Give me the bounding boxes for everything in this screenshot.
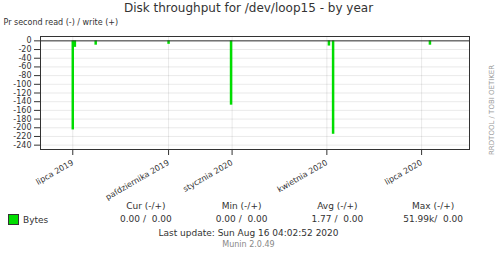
html-text:Last update: Sun Aug 16 04:02:: Last update: Sun Aug 16 04:02:52 2020 — [158, 228, 339, 238]
svg-text:0: 0 — [26, 36, 31, 45]
svg-text:-200: -200 — [13, 123, 31, 132]
svg-text:lipca 2020: lipca 2020 — [383, 158, 424, 187]
svg-text:-60: -60 — [18, 62, 31, 71]
svg-text:paſdziernika 2019: paſdziernika 2019 — [104, 158, 171, 201]
html-text:Cur (-/+): Cur (-/+) — [126, 201, 166, 211]
svg-text:kwietnia 2020: kwietnia 2020 — [276, 158, 329, 194]
svg-text:lipca 2019: lipca 2019 — [34, 158, 75, 187]
svg-text:-220: -220 — [13, 132, 31, 141]
html-text:Max (-/+): Max (-/+) — [412, 201, 455, 211]
svg-text:-40: -40 — [18, 54, 31, 63]
html-text:51.99k/ 0.00: 51.99k/ 0.00 — [403, 214, 463, 224]
html-text:Disk throughput for /dev/loop1: Disk throughput for /dev/loop15 - by yea… — [123, 1, 374, 15]
html-text:0.00 / 0.00: 0.00 / 0.00 — [120, 214, 172, 224]
html-text:1.77 / 0.00: 1.77 / 0.00 — [311, 214, 364, 224]
html-text:Bytes: Bytes — [23, 214, 49, 225]
svg-text:-120: -120 — [13, 89, 31, 98]
svg-text:-80: -80 — [18, 71, 31, 80]
svg-text:-180: -180 — [13, 115, 31, 124]
svg-text:-240: -240 — [13, 141, 31, 150]
html-text:Avg (-/+): Avg (-/+) — [317, 201, 358, 211]
svg-text:-100: -100 — [13, 80, 31, 89]
svg-text:Pr second read (-) / write (+): Pr second read (-) / write (+) — [4, 18, 119, 27]
svg-text:-20: -20 — [18, 45, 31, 54]
html-text:Munin 2.0.49: Munin 2.0.49 — [222, 240, 275, 249]
svg-text:-160: -160 — [13, 106, 31, 115]
svg-text:-140: -140 — [13, 97, 31, 106]
html-text:0.00 / 0.00: 0.00 / 0.00 — [215, 214, 268, 224]
html-text:RRDTOOL / TOBI OETIKER: RRDTOOL / TOBI OETIKER — [488, 64, 496, 156]
svg-text:stycznia 2020: stycznia 2020 — [182, 158, 235, 194]
html-text:Min (-/+): Min (-/+) — [221, 201, 262, 211]
